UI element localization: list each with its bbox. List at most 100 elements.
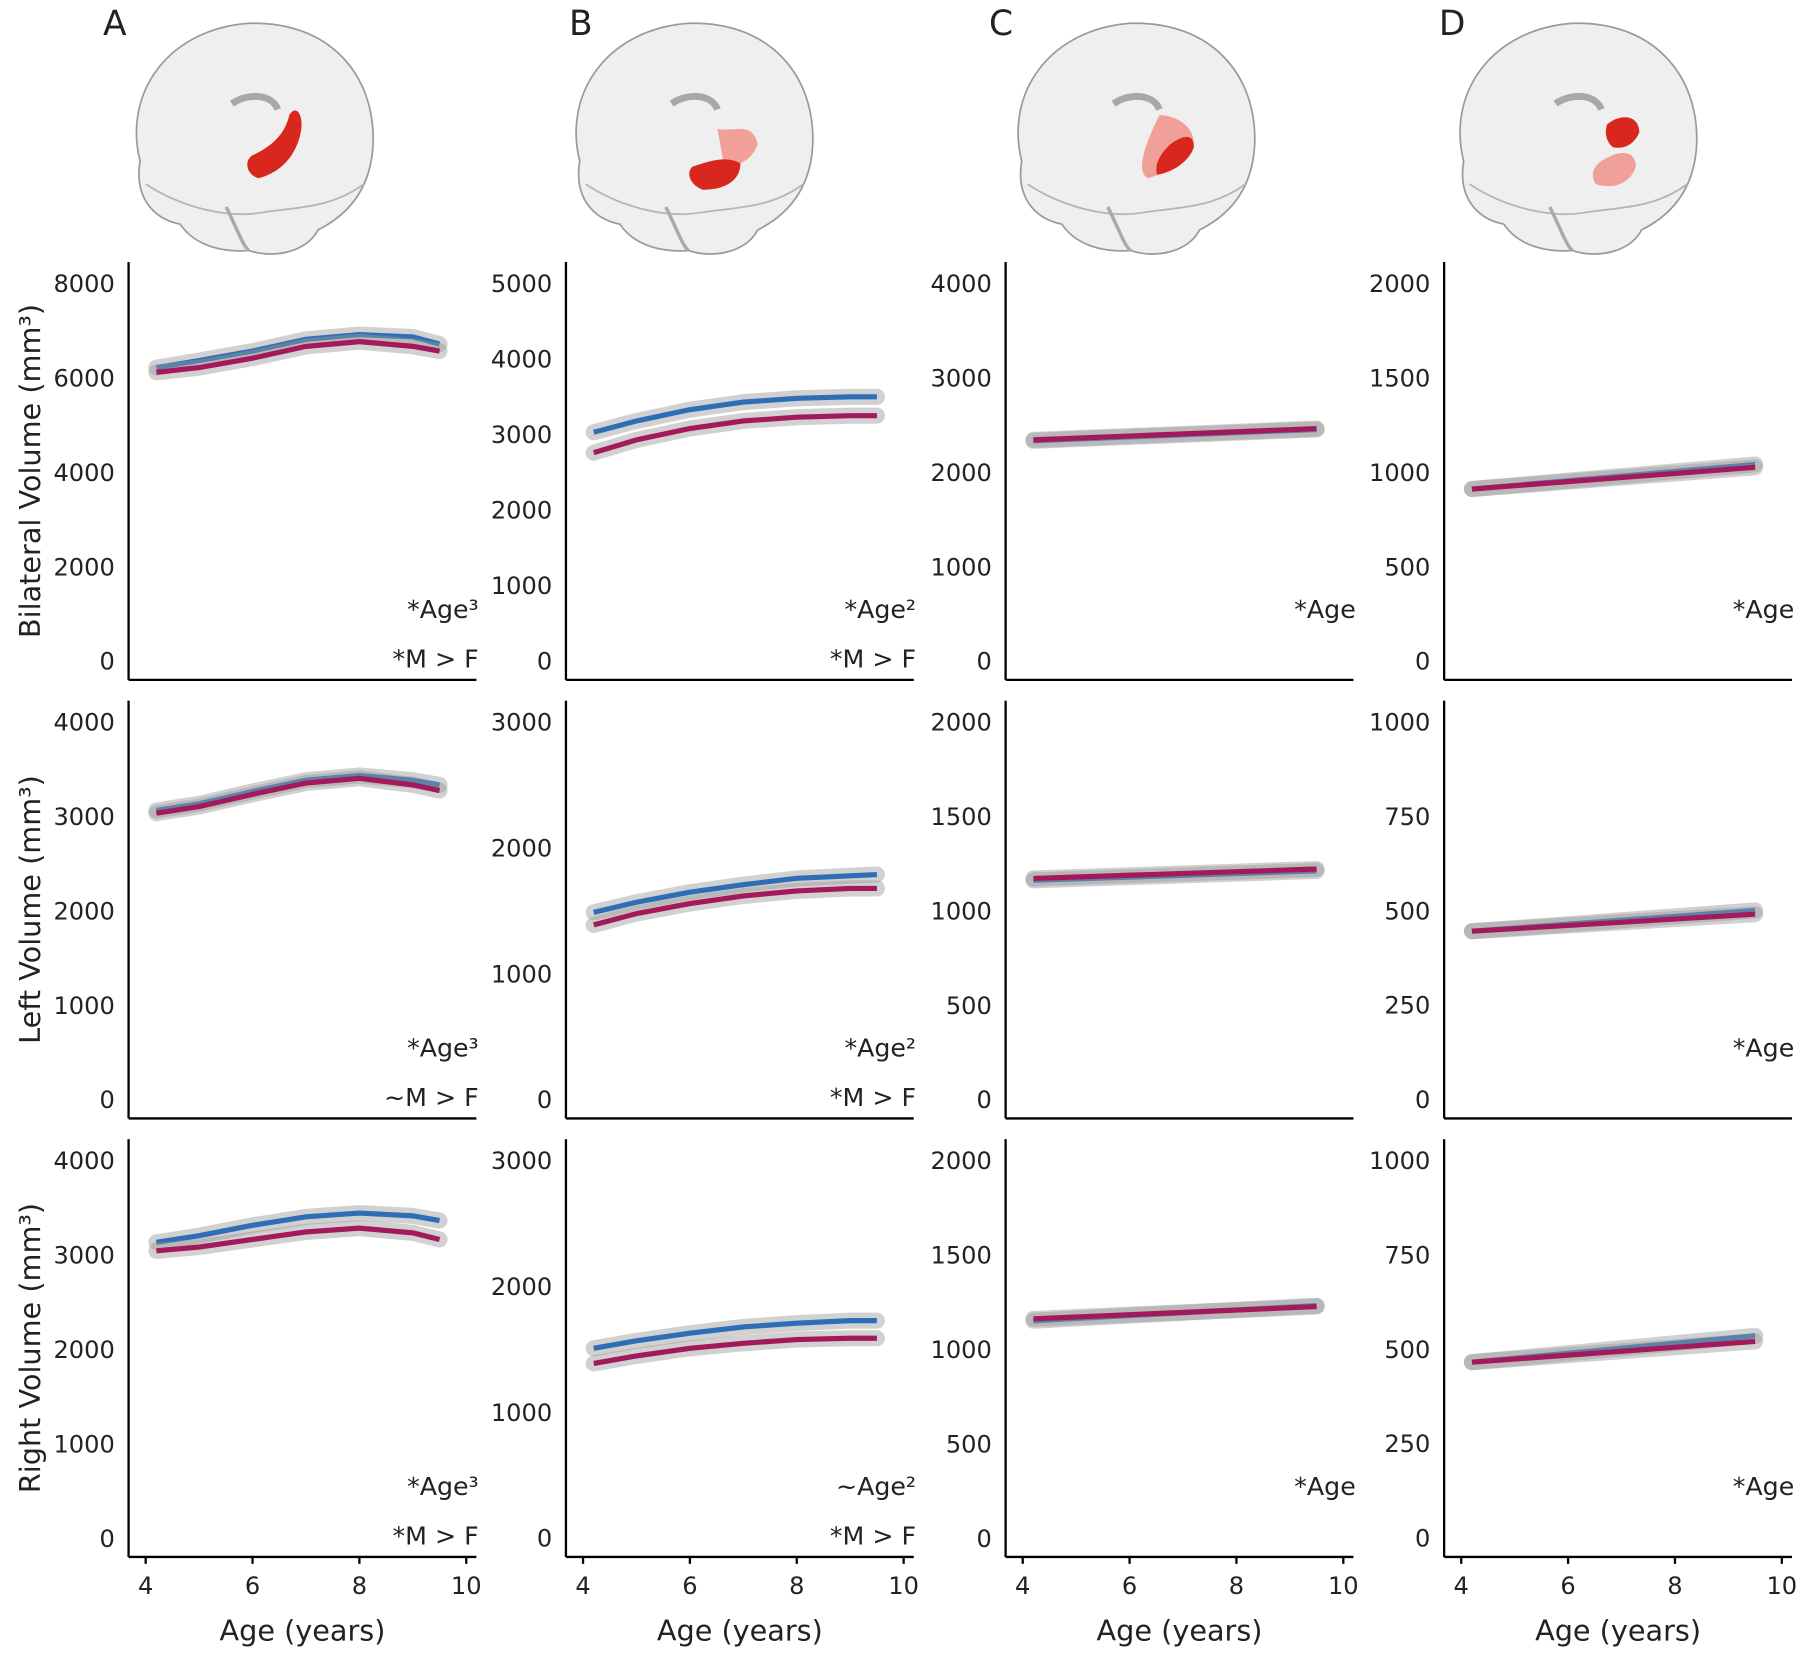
fit-line: [593, 1318, 877, 1351]
x-tick-label: 8: [1667, 1572, 1682, 1600]
y-tick-label: 0: [99, 1086, 114, 1114]
panel-letter: D: [1439, 4, 1466, 44]
fit-band: [585, 880, 885, 933]
y-tick-label: 1000: [1369, 1147, 1430, 1175]
annotation: ~Age²: [836, 1472, 916, 1501]
x-tick-label: 4: [575, 1572, 590, 1600]
fit-line: [593, 871, 878, 915]
x-tick-label: 8: [352, 1572, 367, 1600]
fit-line: [156, 1225, 441, 1254]
y-tick-label: 2000: [53, 897, 114, 925]
x-tick-label: 10: [888, 1572, 919, 1600]
x-tick-label: 10: [1766, 1572, 1797, 1600]
brain-render: [1460, 23, 1697, 254]
fit-line: [1471, 1338, 1756, 1365]
y-tick-label: 1000: [931, 897, 992, 925]
x-tick-label: 6: [245, 1572, 260, 1600]
y-tick-label: 0: [537, 1525, 552, 1553]
y-tick-label: 500: [1384, 553, 1430, 581]
fit-line: [155, 331, 441, 371]
y-tick-label: 1000: [53, 1430, 114, 1458]
y-tick-label: 2000: [491, 497, 552, 525]
fit-line: [155, 772, 440, 813]
x-tick-label: 10: [1328, 1572, 1359, 1600]
y-tick-label: 4000: [53, 709, 114, 737]
panel-letter: C: [989, 4, 1013, 44]
annotation: *Age: [1294, 595, 1355, 624]
y-tick-label: 8000: [53, 270, 114, 298]
fit-line: [1033, 1304, 1317, 1322]
panel: 0 1000 2000 3000 4000 4 6 8 10 Right Volume (mm³)…: [13, 1139, 482, 1648]
y-tick-label: 0: [976, 1525, 991, 1553]
y-tick-label: 1500: [931, 803, 992, 831]
y-tick-label: 2000: [931, 459, 992, 487]
annotation: *M > F: [830, 1083, 916, 1112]
panel: 0 500 1000 1500 2000 4 6 8 10 Age (years) *Age: [931, 1139, 1359, 1648]
annotation: *M > F: [830, 644, 916, 673]
fit-line: [592, 413, 877, 456]
annotation: *M > F: [393, 644, 479, 673]
y-tick-label: 3000: [491, 421, 552, 449]
y-tick-label: 2000: [53, 553, 114, 581]
x-tick-label: 6: [682, 1572, 697, 1600]
panel: 0 500 1000 1500 2000 *Age: [1369, 262, 1794, 682]
annotation: *Age³: [407, 1034, 479, 1063]
x-tick-label: 6: [1560, 1572, 1575, 1600]
y-tick-label: 3000: [931, 364, 992, 392]
annotation: *Age³: [407, 595, 479, 624]
y-tick-label: 1000: [1369, 709, 1430, 737]
y-tick-label: 3000: [53, 1241, 114, 1269]
y-tick-label: 0: [537, 648, 552, 676]
y-tick-label: 3000: [53, 803, 114, 831]
y-tick-label: 0: [976, 648, 991, 676]
annotation: ~M > F: [384, 1083, 479, 1112]
y-tick-label: 750: [1384, 803, 1430, 831]
x-axis-label: Age (years): [1097, 1614, 1263, 1648]
panel: 0 250 500 750 1000 *Age: [1369, 700, 1794, 1120]
y-tick-label: 500: [946, 992, 992, 1020]
y-tick-label: 2000: [491, 834, 552, 862]
brain-render: [576, 23, 813, 254]
brain-render: [136, 23, 373, 254]
fit-line: [1033, 425, 1317, 443]
y-tick-label: 4000: [491, 346, 552, 374]
y-tick-label: 5000: [491, 270, 552, 298]
annotation: *Age²: [844, 595, 916, 624]
y-tick-label: 1000: [491, 572, 552, 600]
brain-render: [1018, 23, 1255, 254]
y-tick-label: 4000: [53, 1147, 114, 1175]
annotation: *Age: [1733, 1472, 1794, 1501]
y-tick-label: 2000: [931, 709, 992, 737]
y-tick-label: 2000: [931, 1147, 992, 1175]
panel: 0 1000 2000 3000 *Age² *M > F: [491, 700, 916, 1120]
x-tick-label: 8: [789, 1572, 804, 1600]
y-tick-label: 0: [537, 1086, 552, 1114]
y-tick-label: 0: [976, 1086, 991, 1114]
y-tick-label: 1000: [491, 1399, 552, 1427]
panel: 0 250 500 750 1000 4 6 8 10 Age (years) *Age: [1369, 1139, 1797, 1648]
y-tick-label: 0: [99, 1525, 114, 1553]
y-tick-label: 0: [1415, 1086, 1430, 1114]
x-axis-label: Age (years): [1535, 1614, 1701, 1648]
y-tick-label: 500: [946, 1430, 992, 1458]
fit-line: [155, 1210, 440, 1245]
fit-line: [593, 1335, 877, 1366]
x-tick-label: 6: [1122, 1572, 1137, 1600]
panel-letter: A: [103, 4, 127, 44]
fit-line: [1471, 464, 1756, 492]
annotation: *Age: [1733, 595, 1794, 624]
x-axis-label: Age (years): [657, 1614, 823, 1648]
x-tick-label: 8: [1229, 1572, 1244, 1600]
y-tick-label: 250: [1384, 992, 1430, 1020]
fit-line: [156, 339, 440, 375]
y-axis-label: Bilateral Volume (mm³): [13, 304, 47, 638]
annotation: *Age: [1733, 1034, 1794, 1063]
y-tick-label: 0: [1415, 648, 1430, 676]
panel: 0 1000 2000 3000 4000 Left Volume (mm³) *Age³ ~…: [13, 700, 479, 1120]
y-axis-label: Left Volume (mm³): [13, 775, 47, 1044]
annotation: *Age: [1294, 1472, 1355, 1501]
fit-line: [1033, 866, 1317, 882]
